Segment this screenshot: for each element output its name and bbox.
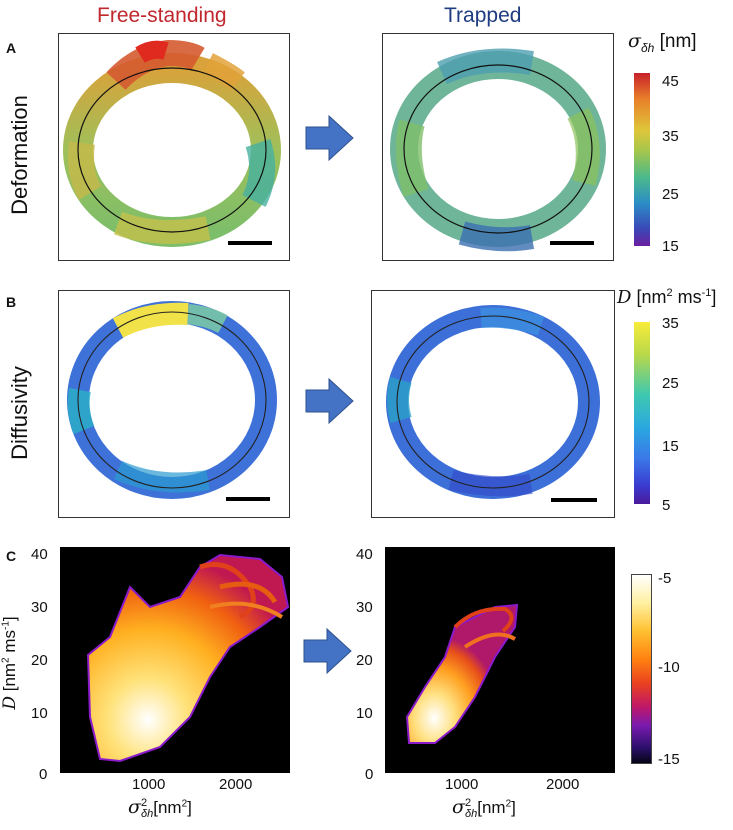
y-tick-left: 10 <box>31 705 48 722</box>
panel-c-ylabel: D [nm2 ms-1] <box>0 616 20 710</box>
colorbar-a-tick: 45 <box>662 73 679 90</box>
y-tick-right: 10 <box>356 705 373 722</box>
heatmap-trapped <box>385 547 615 773</box>
y-tick-left: 40 <box>31 546 48 563</box>
colorbar-b-label: D [nm2 ms-1] <box>617 287 717 308</box>
y-tick-right: 0 <box>365 766 374 783</box>
transition-arrow-b <box>305 378 354 424</box>
deformation-free-standing-image <box>58 33 290 261</box>
colorbar-b <box>634 322 650 504</box>
colorbar-b-tick: 5 <box>662 497 671 514</box>
heatmap-free-standing <box>60 547 290 773</box>
colorbar-c-tick: -10 <box>658 659 680 676</box>
colorbar-a-tick: 35 <box>662 128 679 145</box>
x-tick-right: 2000 <box>546 776 580 793</box>
x-tick-left: 2000 <box>219 776 253 793</box>
y-tick-left: 30 <box>31 599 48 616</box>
column-title-free-standing: Free-standing <box>97 4 227 27</box>
colorbar-a-tick: 15 <box>662 238 679 255</box>
colorbar-a-tick: 25 <box>662 186 679 203</box>
deformation-trapped-image <box>382 33 614 261</box>
panel-letter-a: A <box>6 40 17 56</box>
colorbar-b-tick: 15 <box>662 438 679 455</box>
colorbar-c-tick: -5 <box>658 570 672 587</box>
transition-arrow-a <box>305 115 354 161</box>
y-tick-left: 20 <box>31 652 48 669</box>
column-title-trapped: Trapped <box>444 4 522 27</box>
colorbar-a <box>634 73 650 246</box>
colorbar-a-label: σδh [nm] <box>628 30 697 55</box>
diffusivity-free-standing-image <box>58 290 290 518</box>
x-tick-right: 1000 <box>445 776 479 793</box>
panel-c-xlabel-left: σ 2 δh [nm2] <box>128 796 192 820</box>
y-tick-right: 40 <box>356 546 373 563</box>
panel-c-xlabel-right: σ 2 δh [nm2] <box>452 796 516 820</box>
y-tick-right: 30 <box>356 599 373 616</box>
transition-arrow-c <box>303 628 352 674</box>
colorbar-b-tick: 25 <box>662 375 679 392</box>
colorbar-b-tick: 35 <box>662 315 679 332</box>
y-tick-left: 0 <box>39 766 48 783</box>
panel-letter-c: C <box>6 548 17 564</box>
panel-letter-b: B <box>6 294 17 310</box>
y-tick-right: 20 <box>356 652 373 669</box>
x-tick-left: 1000 <box>132 776 166 793</box>
colorbar-c <box>631 574 652 764</box>
diffusivity-trapped-image <box>371 290 615 518</box>
colorbar-c-tick: -15 <box>658 751 680 768</box>
